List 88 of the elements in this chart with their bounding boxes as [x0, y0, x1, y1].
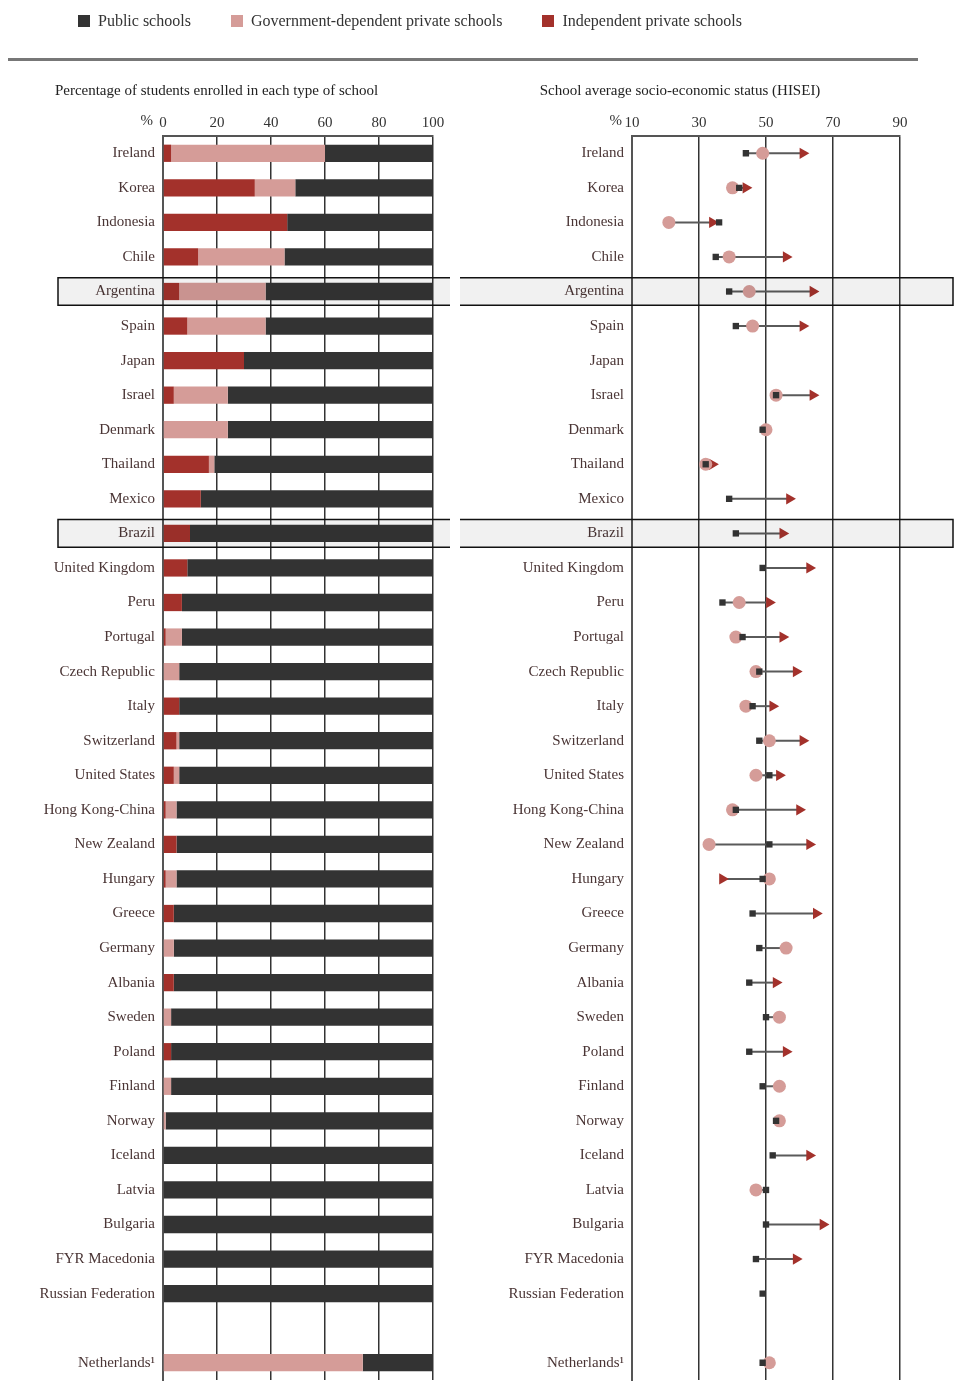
y-tick-label: Russian Federation [508, 1284, 625, 1301]
y-tick-label: Denmark [568, 420, 625, 437]
y-tick-label: Indonesia [565, 213, 625, 230]
y-tick-label: Latvia [585, 1180, 625, 1197]
y-tick-label: Argentina [564, 282, 625, 299]
x-tick-label: 0 [159, 113, 167, 130]
y-tick-label: Albania [576, 973, 625, 990]
y-tick-label: Portugal [573, 627, 624, 644]
y-tick-label: Poland [113, 1042, 156, 1059]
y-tick-label: Korea [118, 178, 156, 195]
y-tick-label: Spain [589, 316, 625, 333]
x-tick-label: 50 [758, 113, 774, 130]
y-tick-label: Albania [107, 973, 156, 990]
y-tick-label: Czech Republic [528, 662, 625, 679]
y-tick-label: Argentina [95, 282, 156, 299]
y-tick-label: Italy [596, 697, 625, 714]
y-tick-label: Switzerland [552, 731, 625, 748]
x-tick-label: 100 [421, 113, 445, 130]
y-tick-label: Israel [590, 386, 624, 403]
y-tick-label: Indonesia [96, 213, 156, 230]
y-tick-label: Iceland [110, 1146, 156, 1163]
y-tick-label: Sweden [576, 1008, 625, 1025]
y-tick-label: Thailand [570, 455, 625, 472]
x-tick-label: 90 [892, 113, 908, 130]
y-tick-label: Netherlands¹ [78, 1353, 155, 1370]
x-tick-label: 80 [371, 113, 387, 130]
y-tick-label: Czech Republic [59, 662, 156, 679]
x-tick-label: 10 [624, 113, 640, 130]
y-tick-label: Switzerland [83, 731, 156, 748]
y-tick-label: Hungary [571, 869, 625, 886]
y-tick-label: Peru [127, 593, 156, 610]
y-tick-label: Brazil [118, 524, 155, 541]
y-tick-label: Portugal [104, 627, 155, 644]
y-tick-label: Norway [575, 1111, 625, 1128]
y-tick-label: FYR Macedonia [55, 1249, 156, 1266]
legend-label: Independent private schools [562, 12, 742, 30]
x-axis-title: % [609, 111, 622, 128]
y-tick-label: Chile [122, 247, 156, 264]
y-tick-label: Japan [120, 351, 156, 368]
y-tick-label: United Kingdom [53, 558, 156, 575]
y-tick-label: Italy [127, 697, 156, 714]
y-tick-label: Ireland [581, 144, 625, 161]
y-tick-label: Greece [581, 904, 625, 921]
y-tick-label: Sweden [107, 1008, 156, 1025]
y-tick-label: Finland [578, 1077, 625, 1094]
y-tick-label: Japan [589, 351, 625, 368]
y-tick-label: Hong Kong-China [512, 800, 625, 817]
y-tick-label: Norway [106, 1111, 156, 1128]
y-tick-label: Mexico [578, 489, 624, 506]
x-tick-label: 70 [825, 113, 841, 130]
y-tick-label: Iceland [579, 1146, 625, 1163]
y-tick-label: Germany [568, 938, 625, 955]
x-tick-label: 30 [691, 113, 707, 130]
x-tick-label: 60 [317, 113, 333, 130]
y-tick-label: New Zealand [543, 835, 625, 852]
y-tick-label: Latvia [116, 1180, 156, 1197]
y-tick-label: Ireland [112, 144, 156, 161]
y-tick-label: FYR Macedonia [524, 1249, 625, 1266]
y-tick-label: Russian Federation [39, 1284, 156, 1301]
y-tick-label: United States [543, 766, 625, 783]
y-tick-label: Greece [112, 904, 156, 921]
y-tick-label: Finland [109, 1077, 156, 1094]
y-tick-label: Hong Kong-China [43, 800, 156, 817]
y-tick-label: New Zealand [74, 835, 156, 852]
y-tick-label: Netherlands¹ [547, 1353, 624, 1370]
y-tick-label: Korea [587, 178, 625, 195]
x-tick-label: 20 [209, 113, 225, 130]
y-tick-label: Chile [591, 247, 625, 264]
y-tick-label: Denmark [99, 420, 156, 437]
y-tick-label: Germany [99, 938, 156, 955]
x-tick-label: 40 [263, 113, 279, 130]
y-tick-label: Spain [120, 316, 156, 333]
chart-title: School average socio-economic status (HISEI) [539, 81, 821, 99]
y-tick-label: Thailand [101, 455, 156, 472]
y-tick-label: United States [74, 766, 156, 783]
y-tick-label: Israel [121, 386, 155, 403]
y-tick-label: United Kingdom [522, 558, 625, 575]
y-tick-label: Poland [582, 1042, 625, 1059]
y-tick-label: Peru [596, 593, 625, 610]
legend-label: Government-dependent private schools [250, 12, 503, 30]
y-tick-label: Bulgaria [103, 1215, 156, 1232]
y-tick-label: Mexico [109, 489, 155, 506]
y-tick-label: Brazil [587, 524, 624, 541]
y-tick-label: Bulgaria [572, 1215, 625, 1232]
y-tick-label: Hungary [102, 869, 156, 886]
x-axis-title: % [140, 111, 153, 128]
chart-title: Percentage of students enrolled in each type of school [54, 81, 379, 98]
legend-label: Public schools [98, 12, 191, 30]
